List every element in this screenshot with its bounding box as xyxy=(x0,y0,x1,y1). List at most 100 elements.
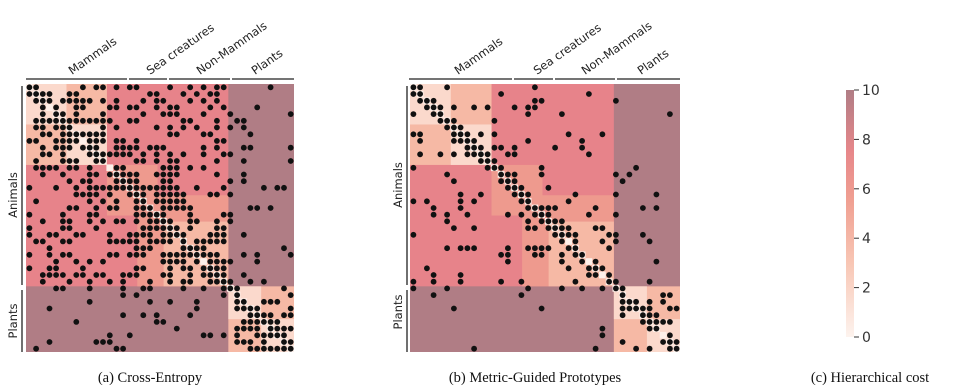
error-dot xyxy=(613,191,619,198)
error-dot xyxy=(53,144,59,151)
error-dot xyxy=(160,171,167,178)
error-dot xyxy=(207,91,214,97)
error-dot xyxy=(572,191,579,198)
error-dot xyxy=(532,104,538,111)
error-dot xyxy=(261,184,267,191)
error-dot xyxy=(267,325,274,332)
error-dot xyxy=(140,312,147,319)
error-dot xyxy=(173,111,180,117)
error-dot xyxy=(592,258,599,265)
error-dot xyxy=(287,325,294,332)
error-dot xyxy=(93,339,100,345)
error-dot xyxy=(93,84,100,91)
error-dot xyxy=(200,265,207,272)
error-dot xyxy=(451,225,457,232)
error-dot xyxy=(673,339,680,345)
error-dot xyxy=(552,218,558,225)
error-dot xyxy=(86,198,93,205)
error-dot xyxy=(126,117,133,124)
error-dot xyxy=(180,198,187,205)
error-dot xyxy=(261,298,267,305)
error-dot xyxy=(140,205,147,211)
error-dot xyxy=(287,144,294,151)
error-dot xyxy=(100,184,106,191)
error-dot xyxy=(39,171,46,178)
error-dot xyxy=(126,144,133,151)
error-dot xyxy=(167,225,174,232)
error-dot xyxy=(66,124,73,131)
error-dot xyxy=(451,117,457,124)
error-dot xyxy=(80,272,86,278)
error-dot xyxy=(572,238,579,245)
error-dot xyxy=(73,91,80,97)
error-dot xyxy=(214,91,220,97)
error-dot xyxy=(424,198,430,205)
error-dot xyxy=(126,178,133,185)
error-dot xyxy=(281,325,287,332)
error-dot xyxy=(33,138,39,144)
error-dot xyxy=(66,117,73,124)
error-dot xyxy=(579,138,585,144)
error-dot xyxy=(133,138,140,144)
heatmap-cross-entropy: Mammals Sea creatures Non-Mammals Plants… xyxy=(6,19,294,386)
error-dot xyxy=(93,211,100,218)
error-dot xyxy=(173,158,180,164)
error-dot xyxy=(287,251,294,258)
error-dot xyxy=(430,205,437,211)
error-dot xyxy=(281,285,287,292)
label-plants: Plants xyxy=(635,46,672,78)
error-dot xyxy=(559,251,565,258)
error-dot xyxy=(424,97,430,104)
error-dot xyxy=(200,84,207,91)
error-dot xyxy=(444,211,450,218)
error-dot xyxy=(153,238,160,245)
error-dot xyxy=(133,251,140,258)
error-dot xyxy=(538,164,545,171)
error-dot xyxy=(73,205,80,211)
error-dot xyxy=(673,305,680,312)
error-dot xyxy=(220,151,227,158)
error-dot xyxy=(592,265,599,272)
error-dot xyxy=(267,345,274,352)
error-dot xyxy=(153,211,160,218)
error-dot xyxy=(200,272,207,278)
error-dot xyxy=(160,205,167,211)
error-dot xyxy=(613,285,619,292)
error-dot xyxy=(167,84,174,91)
error-dot xyxy=(619,292,626,298)
error-dot xyxy=(153,104,160,111)
error-dot xyxy=(46,245,53,252)
error-dot xyxy=(66,238,73,245)
error-dot xyxy=(80,97,86,104)
error-dot xyxy=(640,305,646,312)
error-dot xyxy=(133,191,140,198)
error-dot xyxy=(227,218,234,225)
error-dots xyxy=(26,84,294,352)
error-dot xyxy=(53,104,59,111)
error-dot xyxy=(193,251,200,258)
error-dot xyxy=(491,144,498,151)
error-dot xyxy=(505,151,511,158)
error-dot xyxy=(26,184,33,191)
error-dot xyxy=(247,205,254,211)
error-dot xyxy=(147,238,153,245)
error-dot xyxy=(525,205,531,211)
error-dot xyxy=(167,258,174,265)
error-dot xyxy=(106,339,113,345)
error-dot xyxy=(140,184,147,191)
cost-blocks xyxy=(410,84,680,352)
error-dot xyxy=(187,278,194,285)
error-dot xyxy=(100,131,106,138)
error-dot xyxy=(410,198,417,205)
error-dot xyxy=(207,332,214,339)
error-dot xyxy=(86,138,93,144)
caption-b: (b) Metric-Guided Prototypes xyxy=(449,370,622,386)
error-dot xyxy=(410,231,417,238)
error-dot xyxy=(167,158,174,164)
error-dot xyxy=(613,278,619,285)
error-dot xyxy=(106,278,113,285)
error-dot xyxy=(444,84,450,91)
error-dot xyxy=(287,158,294,164)
error-dot xyxy=(545,184,552,191)
error-dot xyxy=(254,332,261,339)
